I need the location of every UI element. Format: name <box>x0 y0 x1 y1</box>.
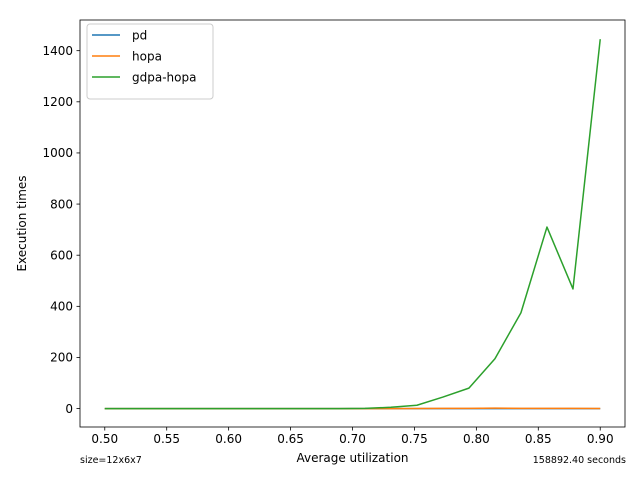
legend-box <box>86 23 214 100</box>
axes-layer: 0.50 0.55 0.60 0.65 0.70 0.75 0.80 0.85 0.90 0 200… <box>42 19 626 446</box>
x-axis-label: Average utilization <box>296 451 408 465</box>
series-layer <box>104 39 601 410</box>
y-tick-label: 800 <box>50 197 73 211</box>
x-tick-label: 0.90 <box>587 432 614 446</box>
x-tick-label: 0.50 <box>91 432 118 446</box>
footer-size-label: size=12x6x7 <box>80 455 142 466</box>
legend-label-2: hopa <box>132 50 162 64</box>
x-tick-label: 0.85 <box>525 432 552 446</box>
y-tick-label: 1000 <box>42 146 73 160</box>
y-tick-label: 1400 <box>42 44 73 58</box>
x-tick-label: 0.65 <box>277 432 304 446</box>
y-tick-label: 600 <box>50 248 73 262</box>
legend: pd hopa gdpa-hopa <box>86 23 214 100</box>
y-tick-label: 0 <box>65 402 73 416</box>
y-tick-label: 200 <box>50 351 73 365</box>
footer-duration-label: 158892.40 seconds <box>532 455 626 466</box>
x-tick-label: 0.70 <box>339 432 366 446</box>
x-tick-label: 0.80 <box>463 432 490 446</box>
x-tick-label: 0.55 <box>153 432 180 446</box>
x-tick-label: 0.75 <box>401 432 428 446</box>
legend-label-3: gdpa-hopa <box>132 71 196 85</box>
x-tick-label: 0.60 <box>215 432 242 446</box>
y-tick-label: 1200 <box>42 95 73 109</box>
series-line-3 <box>104 39 601 410</box>
y-tick-label: 400 <box>50 300 73 314</box>
legend-label-1: pd <box>132 29 147 43</box>
y-axis-label: Execution times <box>15 175 29 271</box>
